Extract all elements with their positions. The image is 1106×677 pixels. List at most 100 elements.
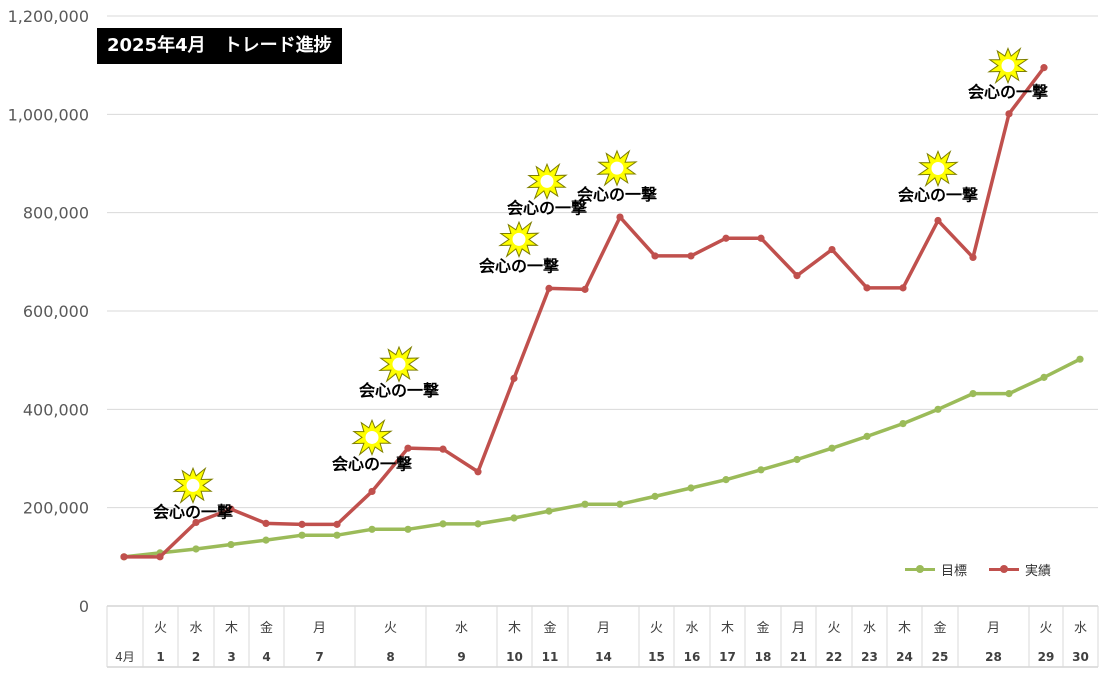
x-day-label: 9 [457, 650, 465, 664]
x-day-label: 4 [262, 650, 270, 664]
burst-center [365, 430, 379, 444]
data-point [1076, 355, 1084, 363]
data-point [474, 468, 482, 476]
data-point [616, 213, 624, 221]
data-point [298, 520, 306, 528]
data-point [899, 284, 907, 292]
gridlines [107, 15, 1098, 607]
data-point [545, 284, 553, 292]
data-point [333, 520, 341, 528]
y-tick-label: 600,000 [23, 302, 89, 321]
x-weekday-label: 金 [756, 620, 769, 636]
x-day-label: 4月 [115, 650, 135, 664]
data-point [1005, 390, 1013, 398]
x-weekday-label: 火 [384, 621, 397, 636]
x-weekday-label: 木 [225, 621, 238, 636]
x-weekday-label: 木 [898, 621, 911, 636]
burst-center [931, 162, 945, 176]
x-day-label: 15 [648, 650, 665, 664]
annotation-label: 会心の一撃 [507, 198, 587, 217]
data-point [616, 500, 624, 508]
x-day-label: 21 [790, 650, 807, 664]
data-point [687, 484, 695, 492]
x-weekday-label: 木 [721, 621, 734, 636]
annotation-label: 会心の一撃 [479, 256, 559, 275]
data-point [262, 519, 270, 528]
data-point [581, 500, 589, 508]
burst-center [186, 478, 200, 492]
burst-center [540, 174, 554, 188]
burst-center [392, 357, 406, 371]
data-point [793, 455, 801, 464]
x-axis-categories: 4月火1水2木3金4月7火8水9木10金11月14火15水16木17金18月21… [106, 606, 1099, 668]
data-point [156, 553, 164, 561]
data-point [510, 514, 518, 522]
data-point [969, 390, 977, 398]
burst-center [512, 232, 526, 246]
x-day-label: 23 [861, 650, 878, 664]
data-point [298, 531, 306, 539]
data-point [722, 476, 730, 484]
data-point [404, 525, 412, 533]
legend-label-actual: 実績 [1025, 564, 1052, 579]
x-weekday-label: 火 [827, 621, 840, 636]
annotation-label: 会心の一撃 [359, 381, 439, 400]
x-weekday-label: 水 [1074, 621, 1087, 636]
data-point [227, 505, 235, 513]
data-point [333, 531, 341, 539]
data-point [120, 553, 128, 561]
x-day-label: 17 [719, 650, 736, 664]
x-weekday-label: 月 [792, 621, 805, 636]
data-point [687, 252, 695, 260]
data-point [1005, 110, 1013, 118]
x-day-label: 2 [192, 650, 200, 664]
legend-item-target: 目標 [905, 560, 967, 579]
x-weekday-label: 水 [685, 621, 698, 636]
critical-hit-annotation: 会心の一撃 [359, 345, 439, 400]
x-day-label: 25 [932, 650, 949, 664]
x-weekday-label: 火 [154, 621, 167, 636]
data-point [227, 540, 235, 549]
burst-center [1001, 59, 1015, 73]
y-tick-label: 1,200,000 [8, 7, 89, 26]
data-point [1040, 373, 1048, 381]
data-point [969, 253, 977, 262]
data-point [474, 520, 482, 528]
data-point [439, 520, 447, 528]
data-point [757, 234, 765, 242]
y-tick-label: 1,000,000 [8, 105, 89, 124]
data-point [192, 545, 200, 553]
data-point [651, 492, 659, 500]
data-point [934, 405, 942, 413]
x-weekday-label: 木 [508, 621, 521, 636]
chart-title: 2025年4月 トレード進捗 [97, 28, 342, 64]
data-point [863, 284, 871, 292]
legend-swatch-actual [989, 565, 1020, 573]
burst-center [610, 161, 624, 175]
critical-hit-annotation: 会心の一撃 [479, 220, 559, 275]
x-weekday-label: 金 [543, 620, 556, 636]
x-weekday-label: 金 [260, 620, 273, 636]
y-tick-label: 0 [79, 597, 89, 616]
series [120, 64, 1084, 561]
data-point [757, 466, 765, 474]
data-point [828, 444, 836, 452]
data-point [793, 272, 801, 280]
x-day-label: 30 [1072, 650, 1089, 664]
annotation-label: 会心の一撃 [332, 454, 412, 473]
data-point [404, 444, 412, 452]
y-tick-label: 200,000 [23, 499, 89, 518]
data-point [368, 525, 376, 533]
annotation-label: 会心の一撃 [968, 83, 1048, 102]
data-point [651, 252, 659, 260]
series-line-actual [124, 66, 1046, 559]
x-day-label: 11 [542, 650, 559, 664]
series-line-target [123, 357, 1081, 559]
x-weekday-label: 水 [189, 621, 202, 636]
x-day-label: 28 [985, 650, 1002, 664]
data-point [368, 487, 376, 496]
y-axis-ticks: 0 200,000 400,000 600,000 800,000 1,000,000 1,… [8, 7, 89, 616]
y-tick-label: 800,000 [23, 204, 89, 223]
